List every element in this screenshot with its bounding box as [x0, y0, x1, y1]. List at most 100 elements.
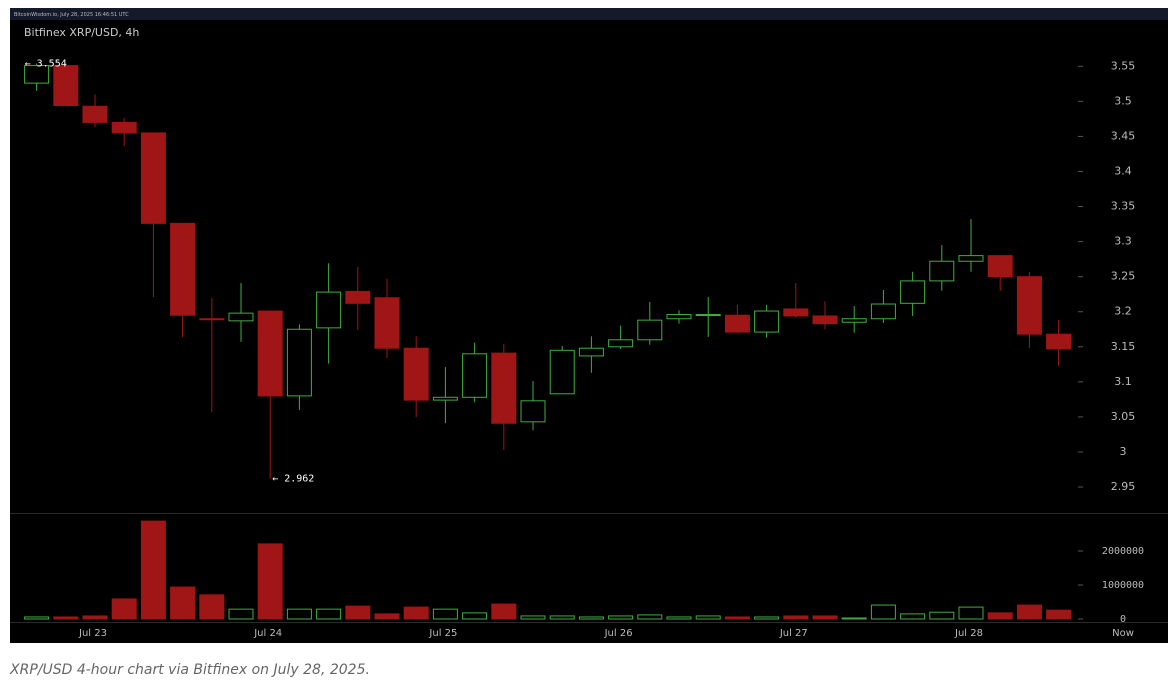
candle-body: [900, 280, 926, 304]
volume-bar: [1016, 604, 1042, 620]
candle-body: [82, 105, 108, 123]
volume-bar: [754, 616, 780, 620]
candle-body: [549, 349, 575, 395]
x-tick-label: Jul 25: [428, 628, 457, 639]
x-tick-label: Jul 24: [253, 628, 282, 639]
candle-body: [929, 260, 955, 282]
volume-bar: [53, 616, 79, 620]
x-end-label: Now: [1112, 628, 1134, 639]
candle-body: [491, 352, 517, 424]
candle-body: [724, 314, 750, 333]
candle-body: [24, 65, 50, 84]
volume-bar: [316, 608, 342, 620]
volume-bar: [82, 615, 108, 620]
candle-body: [228, 312, 254, 322]
volume-bar: [111, 598, 137, 620]
candle-body: [257, 310, 283, 397]
candle-body: [666, 314, 692, 320]
volume-bar: [695, 615, 721, 620]
y-tick-label: 3.25: [1111, 270, 1136, 283]
x-tick-label: Jul 26: [604, 628, 633, 639]
candle-body: [987, 255, 1013, 278]
candle-body: [637, 319, 663, 341]
candle-body: [783, 308, 809, 317]
volume-bar: [608, 615, 634, 620]
header-bar: [10, 8, 1168, 20]
volume-bar: [432, 608, 458, 620]
candle-body: [608, 339, 634, 348]
candle-body: [403, 347, 429, 401]
price-annotation: ← 2.962: [272, 474, 314, 485]
volume-bar: [520, 615, 546, 620]
volume-bar: [170, 586, 196, 620]
volume-bar: [228, 608, 254, 620]
candle-body: [812, 315, 838, 325]
candle-body: [578, 347, 604, 357]
y-tick-label: 3.55: [1111, 59, 1136, 72]
volume-bar: [812, 615, 838, 620]
candle-body: [958, 255, 984, 262]
volume-bar: [929, 611, 955, 620]
candle-body: [870, 303, 896, 320]
y-tick-label: 0: [1120, 614, 1126, 625]
candle-body: [286, 328, 312, 397]
volume-bar: [374, 613, 400, 620]
y-tick-label: 3.05: [1111, 410, 1136, 423]
volume-bar: [666, 616, 692, 620]
candle-body: [1016, 276, 1042, 335]
y-tick-label: 3.45: [1111, 129, 1136, 142]
volume-bar: [403, 606, 429, 620]
volume-bar: [987, 612, 1013, 620]
header-text: BitcoinWisdom.io, July 28, 2025 16:46:51…: [14, 12, 129, 18]
candle-body: [199, 318, 225, 321]
y-tick-label: 3.15: [1111, 340, 1136, 353]
y-tick-label: 3.1: [1114, 375, 1132, 388]
volume-bar: [286, 608, 312, 620]
y-tick-label: 3.4: [1114, 164, 1132, 177]
volume-bar: [199, 594, 225, 620]
x-tick-label: Jul 27: [779, 628, 808, 639]
candle-body: [53, 65, 79, 107]
candle-body: [754, 310, 780, 333]
volume-bar: [637, 614, 663, 620]
candle-body: [140, 132, 166, 224]
y-tick-label: 3: [1120, 445, 1127, 458]
volume-bar: [257, 543, 283, 620]
volume-bar: [24, 616, 50, 620]
volume-bar: [841, 617, 867, 620]
volume-bar: [783, 615, 809, 620]
chart-background: [10, 8, 1168, 643]
chart-title: Bitfinex XRP/USD, 4h: [24, 26, 139, 39]
candle-body: [841, 318, 867, 323]
candle-body: [316, 291, 342, 329]
volume-bar: [549, 615, 575, 620]
candle-body: [170, 222, 196, 316]
volume-bar: [578, 616, 604, 620]
volume-bar: [140, 520, 166, 620]
volume-bar: [870, 604, 896, 620]
candle-body: [462, 353, 488, 398]
candle-body: [432, 396, 458, 401]
volume-bar: [724, 616, 750, 620]
volume-bar: [1046, 609, 1072, 620]
candle-body: [520, 400, 546, 423]
volume-bar: [958, 606, 984, 620]
candle-body: [1046, 333, 1072, 350]
x-tick-label: Jul 23: [78, 628, 107, 639]
y-tick-label: 3.5: [1114, 94, 1132, 107]
candle-body: [695, 314, 721, 317]
volume-bar: [491, 603, 517, 620]
y-tick-label: 3.3: [1114, 235, 1132, 248]
volume-bar: [345, 605, 371, 620]
caption: XRP/USD 4-hour chart via Bitfinex on Jul…: [10, 662, 370, 678]
candle-body: [111, 121, 137, 134]
y-tick-label: 2000000: [1102, 546, 1144, 557]
candle-body: [374, 297, 400, 349]
x-tick-label: Jul 28: [954, 628, 983, 639]
y-tick-label: 1000000: [1102, 580, 1144, 591]
y-tick-label: 3.35: [1111, 200, 1136, 213]
volume-bar: [900, 613, 926, 620]
y-tick-label: 3.2: [1114, 305, 1132, 318]
price-annotation: ← 3.554: [25, 58, 67, 69]
